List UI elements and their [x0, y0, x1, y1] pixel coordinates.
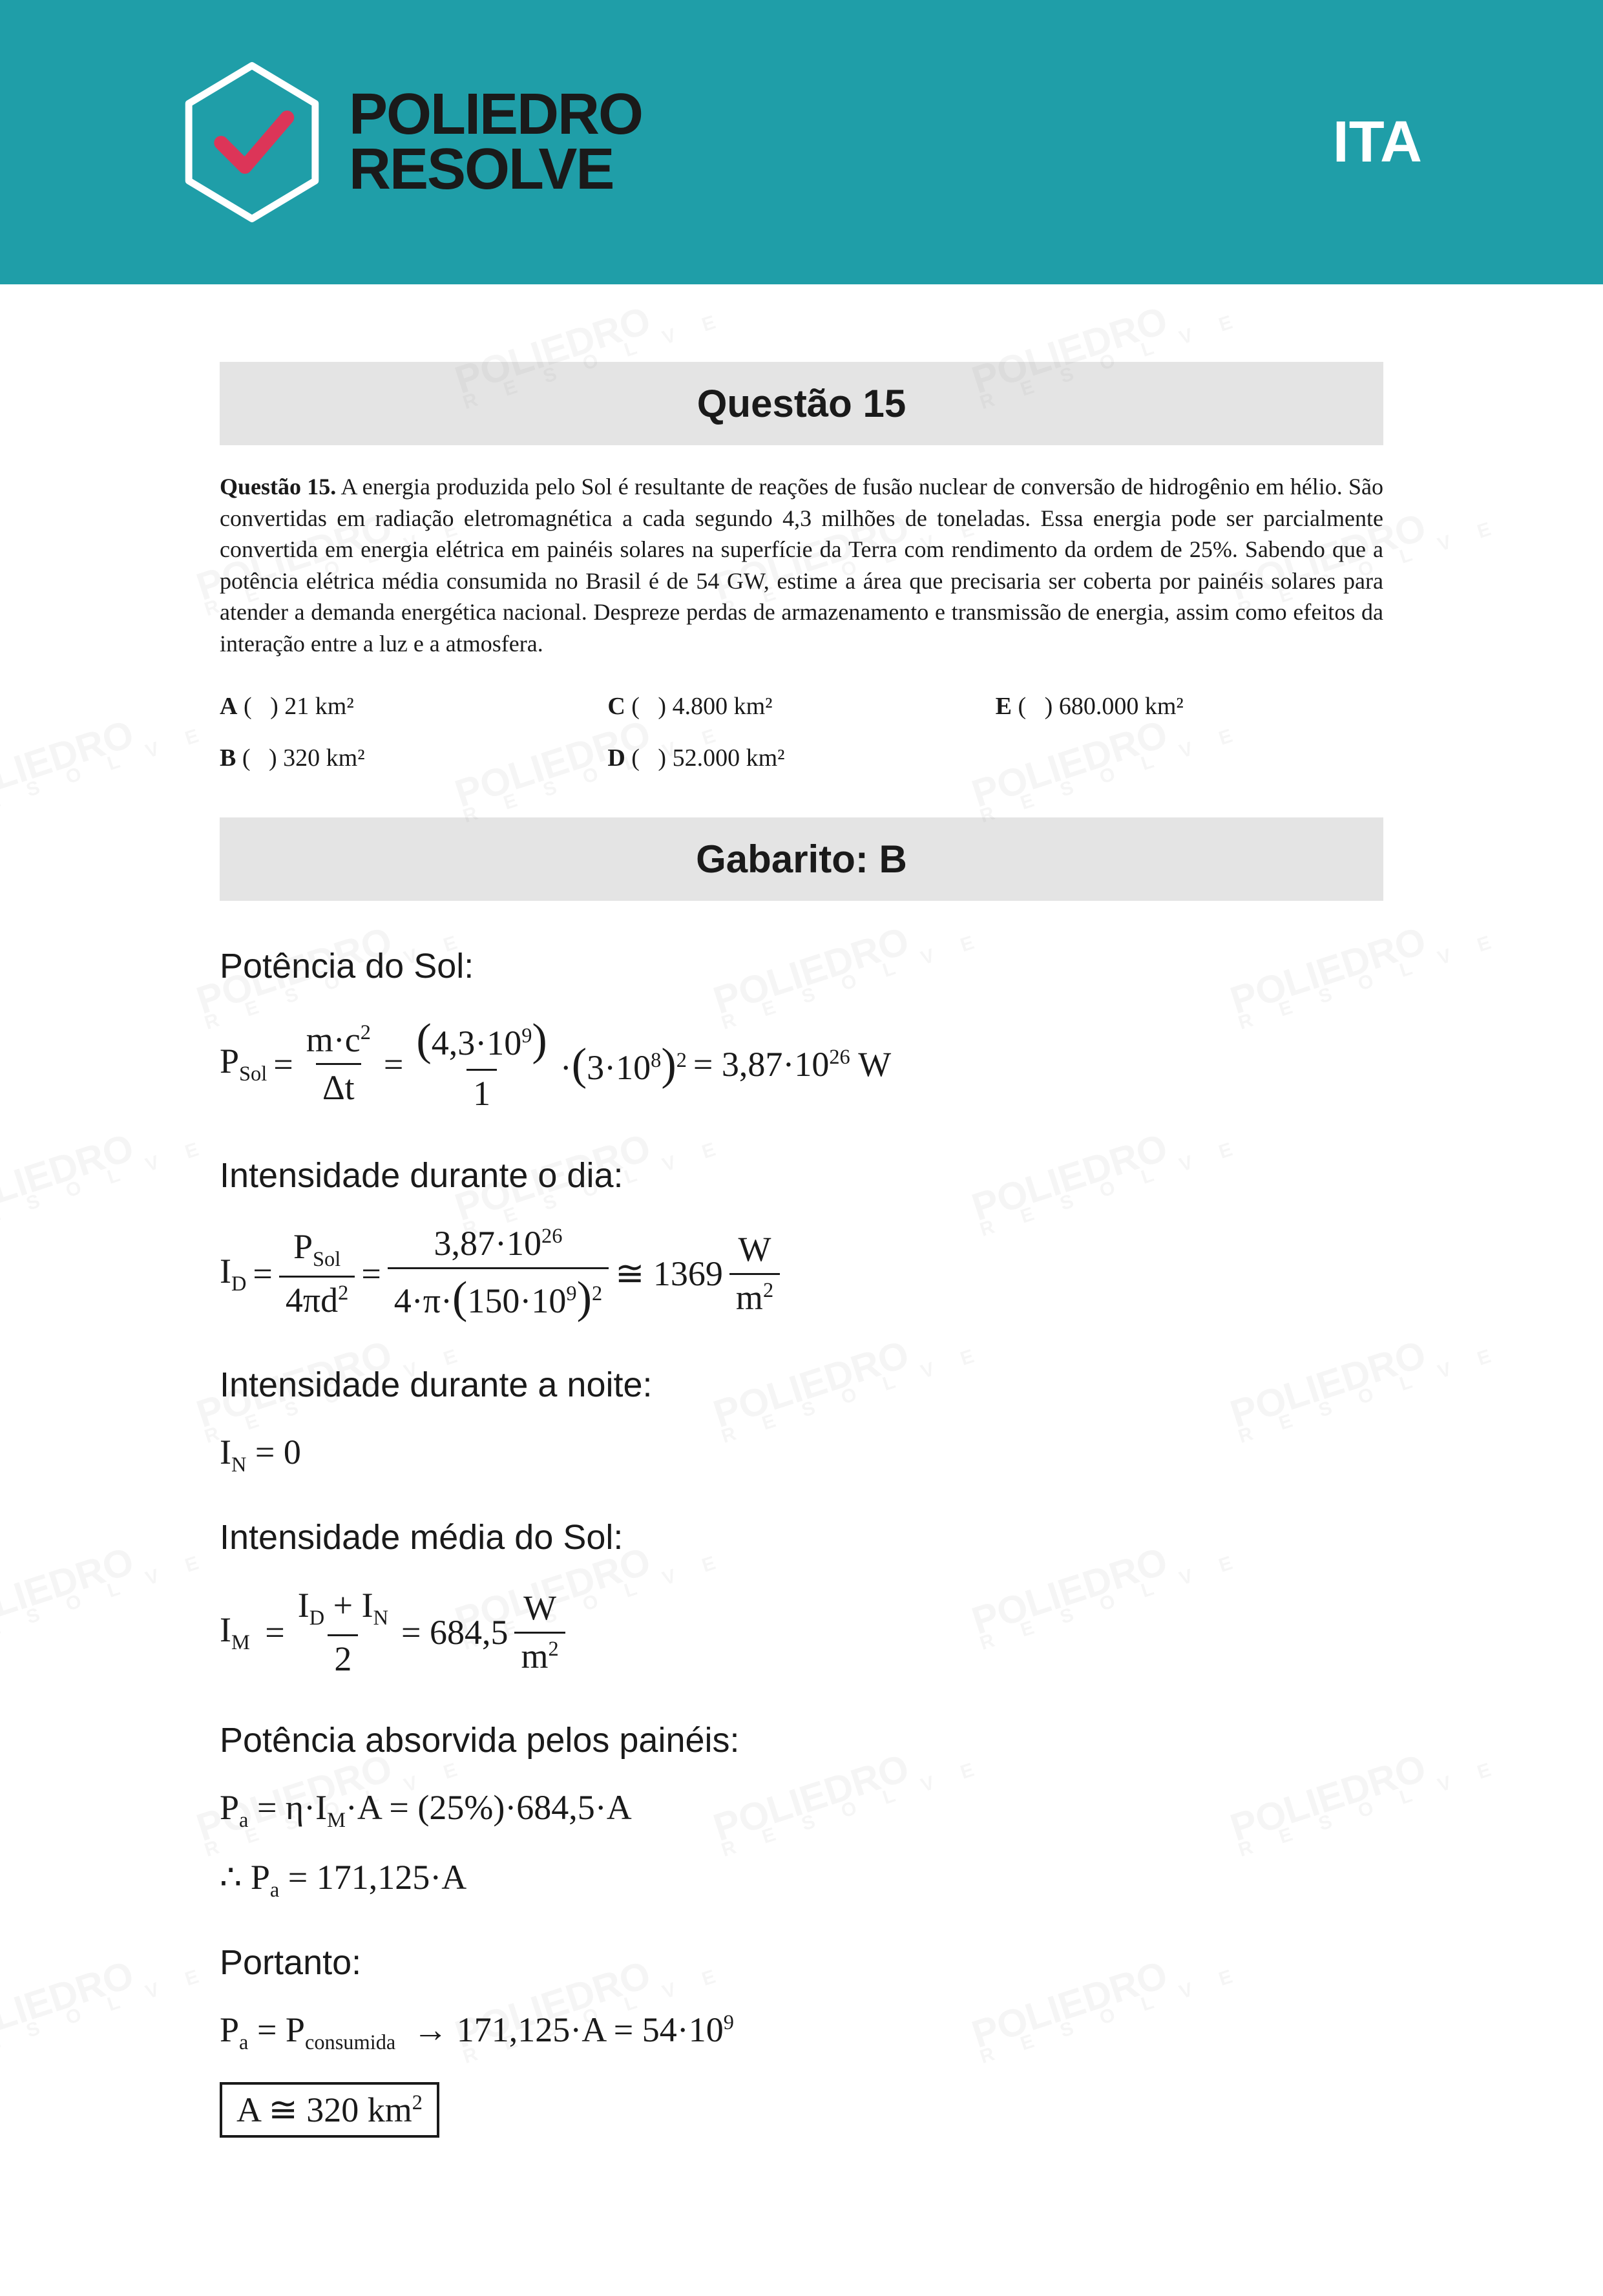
option-d: D ( ) 52.000 km²	[607, 744, 995, 772]
eq-boxed: A ≅ 320 km2	[220, 2082, 1383, 2138]
solution-block: Potência do Sol: PSol = m·c2Δt = (4,3·10…	[220, 933, 1383, 2138]
answer-key-bar: Gabarito: B	[220, 817, 1383, 901]
option-c: C ( ) 4.800 km²	[607, 692, 995, 721]
boxed-answer: A ≅ 320 km2	[220, 2082, 439, 2138]
brand-line1: POLIEDRO	[349, 87, 642, 143]
question-text: Questão 15. A energia produzida pelo Sol…	[220, 471, 1383, 660]
brand-line2: RESOLVE	[349, 142, 642, 198]
eq-pa2: ∴ Pa = 171,125·A	[220, 1860, 1383, 1901]
step2-label: Intensidade durante o dia:	[220, 1143, 1383, 1209]
eq-psol: PSol = m·c2Δt = (4,3·109) 1 ·(3·108)2 = …	[220, 1015, 1383, 1113]
logo-group: POLIEDRO RESOLVE	[181, 61, 642, 223]
question-title-bar: Questão 15	[220, 362, 1383, 445]
option-e: E ( ) 680.000 km²	[996, 692, 1383, 721]
question-label: Questão 15.	[220, 474, 336, 500]
step1-label: Potência do Sol:	[220, 933, 1383, 1000]
eq-final: Pa = Pconsumida → 171,125·A = 54·109	[220, 2012, 1383, 2053]
step5-label: Potência absorvida pelos painéis:	[220, 1707, 1383, 1774]
step3-label: Intensidade durante a noite:	[220, 1352, 1383, 1418]
eq-in: IN = 0	[220, 1435, 1383, 1475]
hex-check-icon	[181, 61, 323, 223]
eq-id: ID = PSol4πd2 = 3,87·1026 4·π·(150·109)2…	[220, 1225, 1383, 1323]
brand-text: POLIEDRO RESOLVE	[349, 87, 642, 198]
page-content: POLIEDROR E S O L V E POLIEDROR E S O L …	[0, 284, 1603, 2296]
exam-label: ITA	[1333, 109, 1422, 176]
step4-label: Intensidade média do Sol:	[220, 1504, 1383, 1571]
eq-im: IM = ID + IN2 = 684,5 Wm2	[220, 1586, 1383, 1678]
eq-pa1: Pa = η·IM·A = (25%)·684,5·A	[220, 1790, 1383, 1831]
question-body: A energia produzida pelo Sol é resultant…	[220, 474, 1383, 657]
step6-label: Portanto:	[220, 1930, 1383, 1996]
option-a: A ( ) 21 km²	[220, 692, 607, 721]
header-banner: POLIEDRO RESOLVE ITA	[0, 0, 1603, 284]
options-grid: A ( ) 21 km² C ( ) 4.800 km² E ( ) 680.0…	[220, 692, 1383, 772]
option-b: B ( ) 320 km²	[220, 744, 607, 772]
